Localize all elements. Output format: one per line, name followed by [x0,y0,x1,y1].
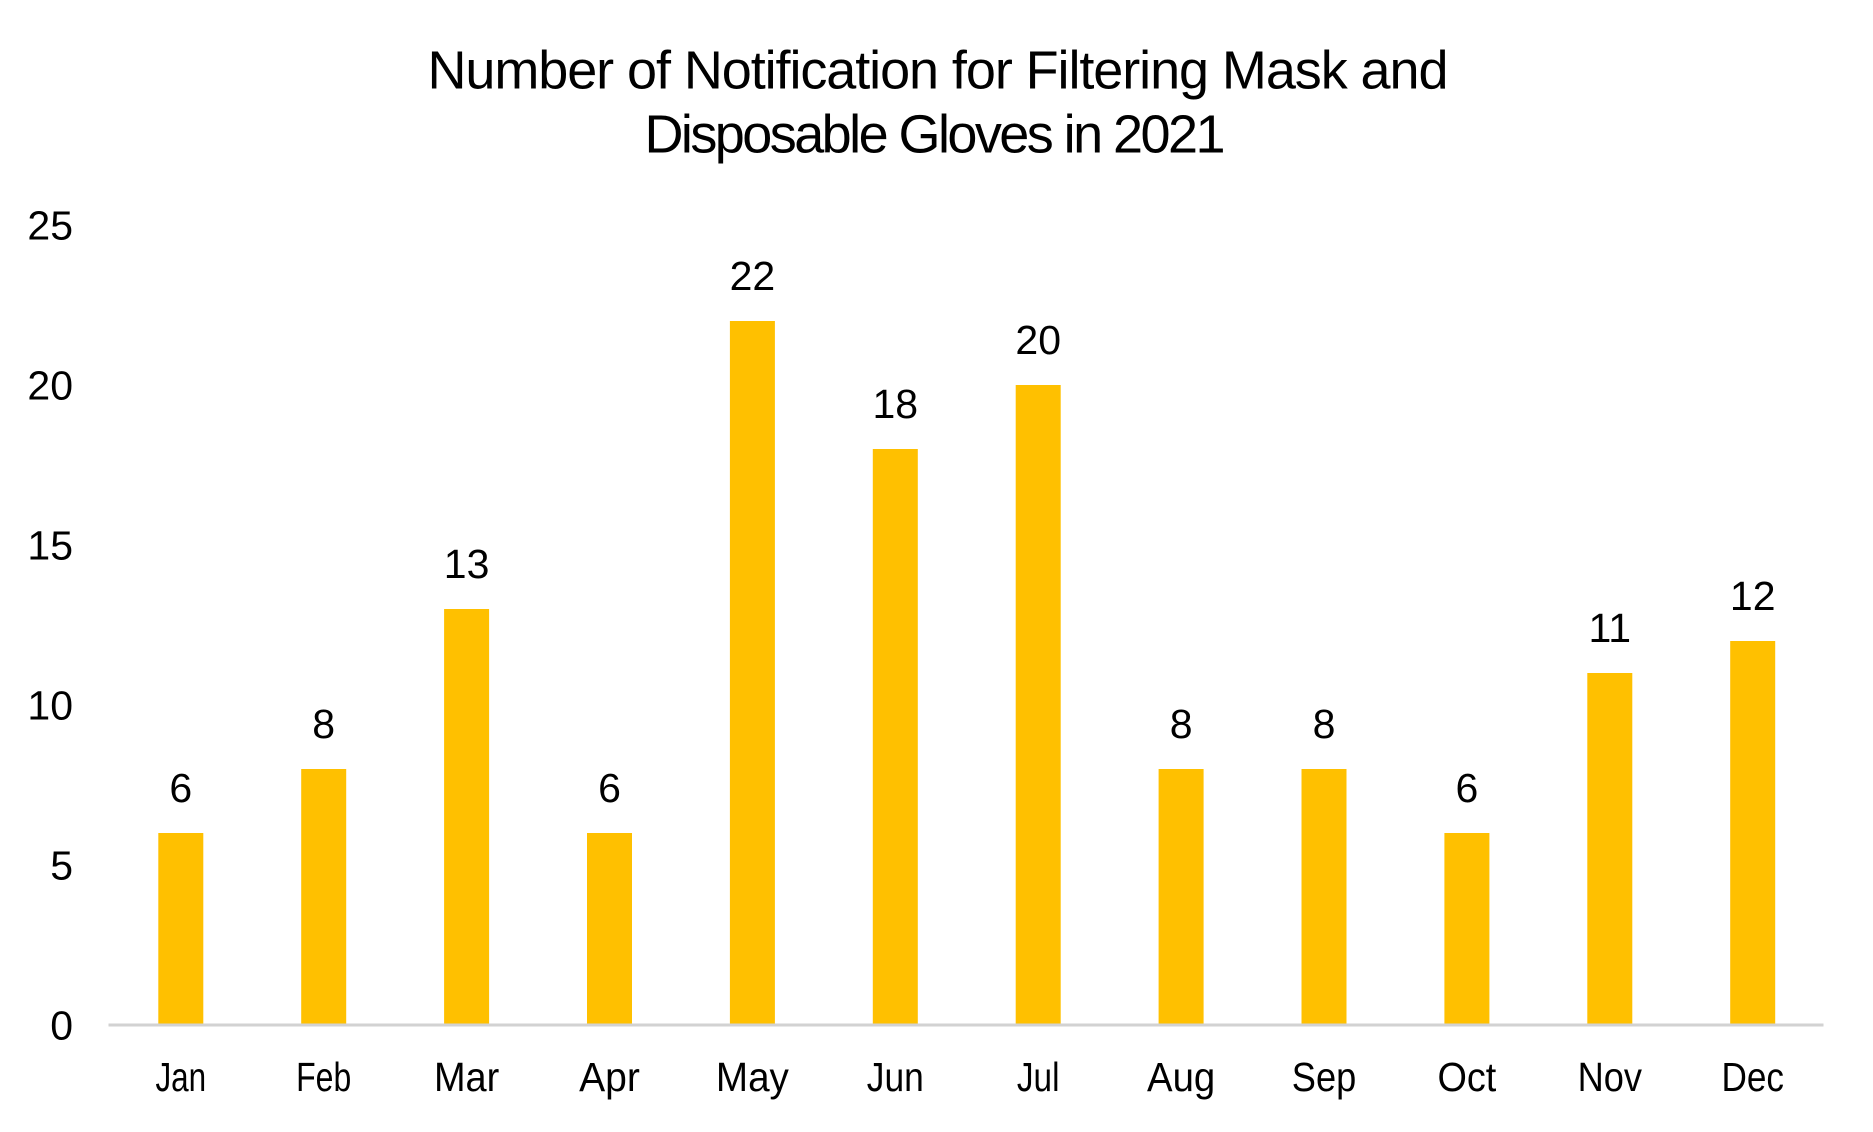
svg-text:Number of Notification for Fil: Number of Notification for Filtering Mas… [428,41,1449,101]
svg-text:Disposable Gloves in 2021: Disposable Gloves in 2021 [645,105,1226,165]
svg-text:Aug: Aug [1147,1054,1215,1100]
svg-text:15: 15 [27,522,73,568]
svg-text:Nov: Nov [1578,1054,1643,1100]
svg-text:Mar: Mar [434,1054,499,1100]
svg-text:Apr: Apr [579,1054,640,1100]
svg-text:22: 22 [730,253,776,299]
svg-text:May: May [716,1054,789,1100]
svg-text:8: 8 [312,701,335,747]
svg-text:Feb: Feb [296,1054,351,1100]
svg-text:6: 6 [169,765,192,811]
svg-text:13: 13 [444,541,490,587]
svg-text:11: 11 [1589,605,1632,651]
svg-text:25: 25 [27,202,73,248]
svg-text:18: 18 [872,381,918,427]
svg-text:6: 6 [598,765,621,811]
svg-text:8: 8 [1313,701,1336,747]
svg-text:Jun: Jun [867,1054,924,1100]
svg-text:Oct: Oct [1438,1054,1497,1100]
svg-text:8: 8 [1170,701,1193,747]
svg-text:Jan: Jan [155,1054,206,1100]
svg-text:Jul: Jul [1017,1054,1060,1100]
svg-text:Sep: Sep [1292,1054,1356,1100]
svg-text:20: 20 [1015,317,1061,363]
svg-text:20: 20 [27,362,73,408]
svg-text:6: 6 [1455,765,1478,811]
svg-text:5: 5 [50,842,73,888]
svg-text:0: 0 [50,1002,73,1048]
svg-text:Dec: Dec [1721,1054,1784,1100]
svg-text:10: 10 [27,682,73,728]
svg-text:12: 12 [1730,573,1776,619]
